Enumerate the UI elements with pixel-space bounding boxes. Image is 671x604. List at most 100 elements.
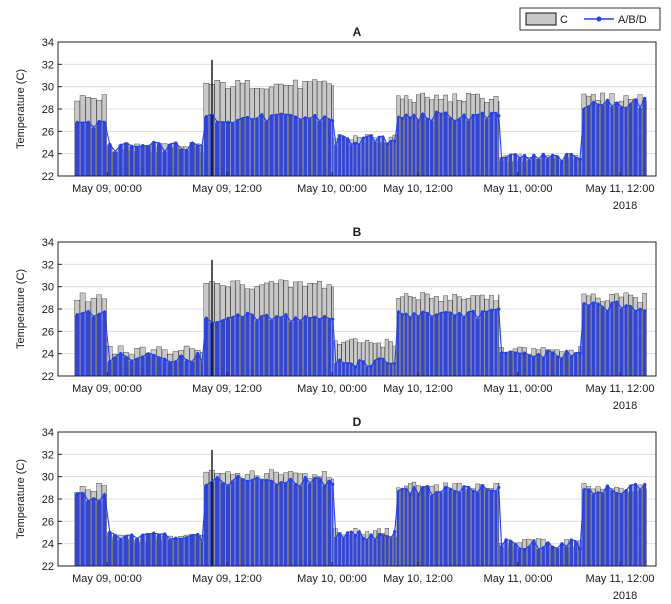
x-tick-label: May 10, 12:00 xyxy=(383,183,453,195)
x-tick-label: May 11, 00:00 xyxy=(484,383,553,395)
series-bar xyxy=(274,485,279,567)
series-bar xyxy=(586,106,591,177)
series-bar xyxy=(312,317,317,377)
series-bar xyxy=(173,537,179,567)
series-bar xyxy=(302,477,308,567)
series-point xyxy=(513,351,517,355)
series-bar xyxy=(327,318,332,377)
y-tick-label: 28 xyxy=(42,304,54,316)
series-point xyxy=(361,136,365,140)
series-bar xyxy=(337,360,342,377)
series-bar xyxy=(531,155,536,177)
series-point xyxy=(215,320,220,325)
legend-abd-marker xyxy=(596,16,602,22)
y-tick-label: 22 xyxy=(42,371,54,383)
series-bar xyxy=(416,120,421,177)
series-bar xyxy=(112,534,118,567)
series-bar xyxy=(178,538,184,567)
series-point xyxy=(215,475,220,480)
series-bar xyxy=(162,151,168,177)
year-label: 2018 xyxy=(613,200,637,212)
series-bar xyxy=(235,476,240,567)
series-bar xyxy=(600,104,605,177)
series-bar xyxy=(438,491,443,567)
series-point xyxy=(274,315,278,319)
series-point xyxy=(204,114,209,119)
series-bar xyxy=(274,316,279,377)
series-point xyxy=(578,547,582,551)
series-point xyxy=(532,153,536,158)
series-bar xyxy=(609,489,615,567)
series-point xyxy=(196,144,200,148)
y-tick-label: 28 xyxy=(42,104,54,116)
series-bar xyxy=(493,112,498,177)
series-point xyxy=(624,304,628,308)
series-point xyxy=(163,532,167,536)
legend-abd-label: A/B/D xyxy=(618,14,647,26)
series-bar xyxy=(200,144,204,177)
x-tick-label: May 11, 00:00 xyxy=(484,573,553,585)
series-bar xyxy=(550,155,555,177)
series-bar xyxy=(345,532,350,567)
y-tick-label: 22 xyxy=(42,171,54,183)
series-point xyxy=(245,479,250,484)
series-point xyxy=(108,142,112,146)
series-bar xyxy=(173,142,179,177)
series-bar xyxy=(623,108,629,177)
series-bar xyxy=(96,121,102,177)
series-bar xyxy=(357,530,361,567)
series-point xyxy=(322,315,327,319)
series-bar xyxy=(200,361,204,377)
series-point xyxy=(615,300,619,304)
series-bar xyxy=(220,121,226,177)
series-point xyxy=(313,113,317,118)
series-bar xyxy=(545,158,550,177)
series-bar xyxy=(278,481,284,567)
series-bar xyxy=(107,532,113,567)
series-bar xyxy=(298,485,303,567)
series-bar xyxy=(162,533,168,567)
series-bar xyxy=(628,305,633,377)
y-tick-label: 30 xyxy=(42,82,54,94)
series-bar xyxy=(200,541,204,567)
series-bar xyxy=(203,485,209,567)
series-point xyxy=(480,111,484,115)
series-point xyxy=(204,483,209,487)
series-bar xyxy=(140,145,146,177)
series-point xyxy=(393,362,397,366)
series-bar xyxy=(178,148,184,177)
series-point xyxy=(369,364,373,369)
series-bar xyxy=(377,137,381,177)
series-bar xyxy=(341,537,346,567)
series-bar xyxy=(337,533,342,567)
series-bar xyxy=(254,118,260,177)
series-bar xyxy=(293,116,298,177)
series-bar xyxy=(438,312,443,377)
series-bar xyxy=(317,318,322,377)
series-bar xyxy=(341,135,346,177)
series-bar xyxy=(581,302,586,377)
series-line xyxy=(77,301,645,369)
series-point xyxy=(444,485,448,489)
series-point xyxy=(425,117,429,121)
series-point xyxy=(560,542,564,546)
series-point xyxy=(541,356,545,360)
y-tick-label: 32 xyxy=(42,449,54,461)
y-axis-label: Temperature (C) xyxy=(15,69,27,149)
x-tick-label: May 09, 12:00 xyxy=(192,573,262,585)
series-point xyxy=(236,474,240,479)
year-label: 2018 xyxy=(613,590,637,602)
series-bar xyxy=(134,538,140,567)
series-bar xyxy=(573,156,578,177)
series-bar xyxy=(118,539,124,567)
series-bar xyxy=(493,490,498,567)
series-bar xyxy=(586,489,591,567)
series-point xyxy=(522,154,527,158)
series-bar xyxy=(91,315,97,377)
series-bar xyxy=(134,358,140,377)
series-point xyxy=(226,120,230,124)
series-point xyxy=(331,317,335,321)
series-point xyxy=(322,115,327,119)
series-bar xyxy=(581,488,586,567)
